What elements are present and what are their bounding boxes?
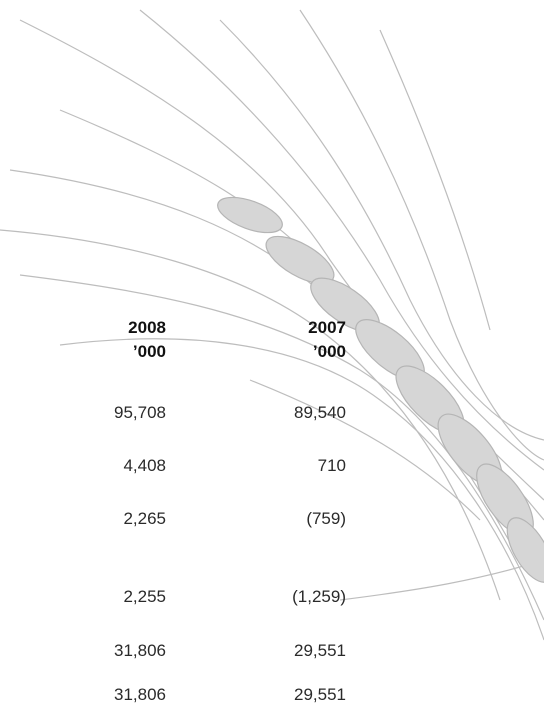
table-cell: 4,408 [123,456,166,475]
table-cell: 31,806 [114,641,166,660]
table-cell: 95,708 [114,403,166,422]
table-cell: 89,540 [294,403,346,422]
table-cell: 29,551 [294,685,346,704]
table-cell: 29,551 [294,641,346,660]
column-year: 2008 [128,318,166,337]
table-cell: 31,806 [114,685,166,704]
table-cell: 2,265 [123,509,166,528]
table-cell: 710 [317,456,346,475]
table-cell: 2,255 [123,587,166,606]
column-unit: ’000 [312,342,346,361]
table-cell: (1,259) [292,587,346,606]
column-unit: ’000 [132,342,166,361]
table-cell: (759) [306,509,346,528]
column-year: 2007 [308,318,346,337]
